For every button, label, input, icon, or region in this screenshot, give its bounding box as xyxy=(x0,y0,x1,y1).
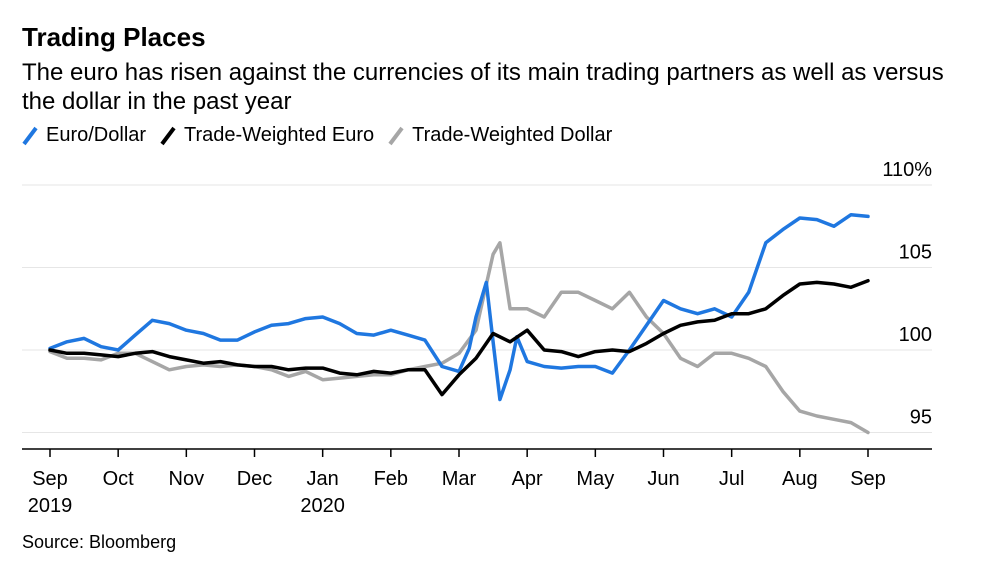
legend-label-euro-dollar: Euro/Dollar xyxy=(46,124,147,146)
legend-label-tw-euro: Trade-Weighted Euro xyxy=(184,124,375,146)
legend-item-tw-euro: Trade-Weighted Euro xyxy=(160,124,374,147)
x-tick-label-5: Feb xyxy=(374,468,408,490)
series-line-tw-dollar xyxy=(48,241,870,435)
source-note: Source: Bloomberg xyxy=(22,532,177,552)
legend-swatch-euro-dollar xyxy=(22,126,38,145)
x-tick-label-7: Apr xyxy=(512,468,543,490)
x-tick-label-8: May xyxy=(576,468,614,490)
legend-item-euro-dollar: Euro/Dollar xyxy=(22,124,146,147)
legend: Euro/Dollar Trade-Weighted Euro Trade-We… xyxy=(22,124,612,147)
legend-label-tw-dollar: Trade-Weighted Dollar xyxy=(412,124,613,146)
y-tick-label-105: 105 xyxy=(899,242,932,264)
x-tick-label-9: Jun xyxy=(647,468,679,490)
legend-swatch-tw-dollar xyxy=(388,126,404,145)
x-tick-label-3: Dec xyxy=(237,468,273,490)
x-tick-label-12: Sep xyxy=(850,468,886,490)
series-line-tw-euro xyxy=(48,278,870,397)
x-tick-label-10: Jul xyxy=(719,468,745,490)
x-tick-label-0: Sep xyxy=(32,468,68,490)
legend-item-tw-dollar: Trade-Weighted Dollar xyxy=(388,124,612,147)
chart-title: Trading Places xyxy=(22,22,206,52)
y-tick-label-100: 100 xyxy=(899,324,932,346)
x-tick-label-11: Aug xyxy=(782,468,818,490)
x-tick-label-1: Oct xyxy=(103,468,135,490)
legend-swatch-tw-euro xyxy=(160,126,176,145)
x-tick-sublabel-0: 2019 xyxy=(28,495,73,517)
x-tick-sublabel-4: 2020 xyxy=(300,495,345,517)
x-tick-label-4: Jan xyxy=(307,468,339,490)
x-tick-label-2: Nov xyxy=(169,468,205,490)
y-tick-label-110: 110% xyxy=(882,159,932,181)
chart-subtitle: The euro has risen against the currencie… xyxy=(22,59,944,115)
x-tick-label-6: Mar xyxy=(442,468,477,490)
y-tick-label-95: 95 xyxy=(910,407,932,429)
series-line-euro-dollar xyxy=(48,212,870,402)
